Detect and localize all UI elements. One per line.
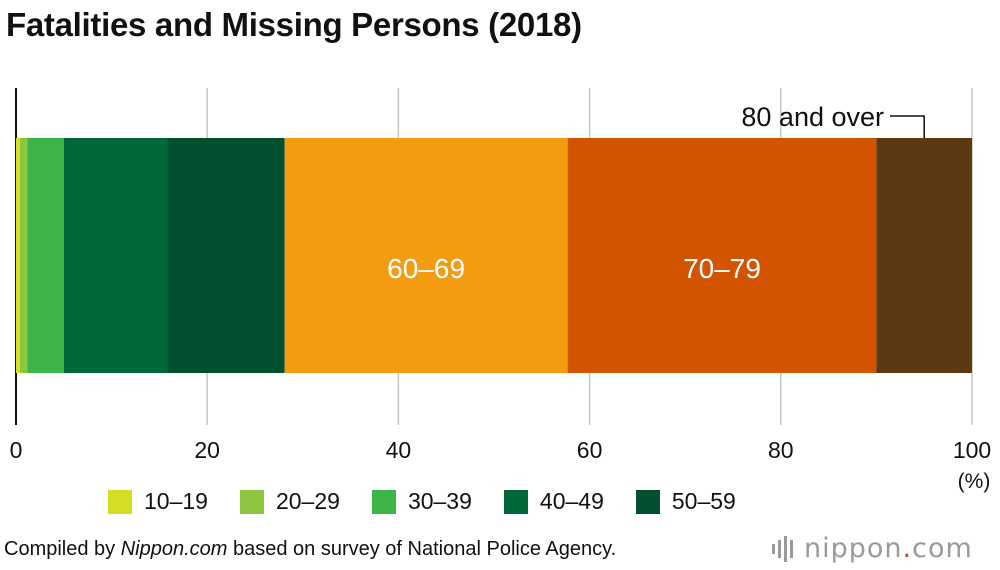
chart-title: Fatalities and Missing Persons (2018) [6, 6, 582, 43]
legend-swatch [635, 489, 660, 514]
legend-item: 30–39 [371, 488, 472, 515]
nippon-logo: nippon.com [772, 533, 973, 564]
legend-swatch [503, 489, 528, 514]
segment-labels: 60–69 70–79 80 and over [387, 102, 925, 284]
source-suffix: based on survey of National Police Agenc… [227, 538, 617, 560]
x-tick-label: 60 [577, 437, 603, 463]
source-note: Compiled by Nippon.com based on survey o… [4, 538, 616, 561]
legend-swatch [239, 489, 264, 514]
stacked-bar-chart: 60–69 70–79 80 and over 0 20 40 60 80 100 (%) [10, 88, 992, 493]
x-tick-label: 20 [194, 437, 220, 463]
logo-bars-icon [772, 535, 796, 562]
legend-item: 10–19 [108, 488, 208, 515]
legend: 10–19 20–29 30–39 40–49 50–59 [108, 488, 736, 515]
bar-segment [167, 138, 285, 373]
x-tick-label: 0 [10, 437, 23, 463]
bar-segment [567, 138, 877, 373]
bar-segment [16, 138, 20, 373]
x-tick-label: 40 [386, 437, 412, 463]
source-prefix: Compiled by [4, 538, 121, 560]
x-tick-label: 100 [953, 437, 991, 463]
legend-label: 50–59 [671, 488, 736, 514]
x-axis-ticks: 0 20 40 60 80 100 (%) [10, 437, 992, 493]
bar-segment [63, 138, 168, 373]
source-name: Nippon.com [120, 538, 228, 560]
legend-label: 40–49 [539, 488, 604, 514]
segment-label: 70–79 [683, 253, 761, 284]
logo-text: nippon.com [804, 533, 973, 564]
unit-label: (%) [958, 470, 991, 493]
legend-label: 30–39 [407, 488, 472, 514]
legend-swatch [371, 489, 396, 514]
segment-label: 60–69 [387, 253, 465, 284]
bar-segment [284, 138, 568, 373]
bar-segment [19, 138, 28, 373]
x-tick-label: 80 [768, 437, 794, 463]
bar-segment [876, 138, 972, 373]
legend-swatch [108, 489, 132, 514]
bar-segment [27, 138, 64, 373]
legend-item: 20–29 [239, 488, 340, 515]
legend-item: 50–59 [635, 488, 736, 515]
legend-label: 20–29 [275, 488, 340, 514]
legend-item: 40–49 [503, 488, 604, 515]
callout-label: 80 and over [741, 102, 884, 132]
bar-segments [16, 138, 972, 373]
callout-line [890, 115, 925, 138]
legend-label: 10–19 [144, 488, 208, 514]
